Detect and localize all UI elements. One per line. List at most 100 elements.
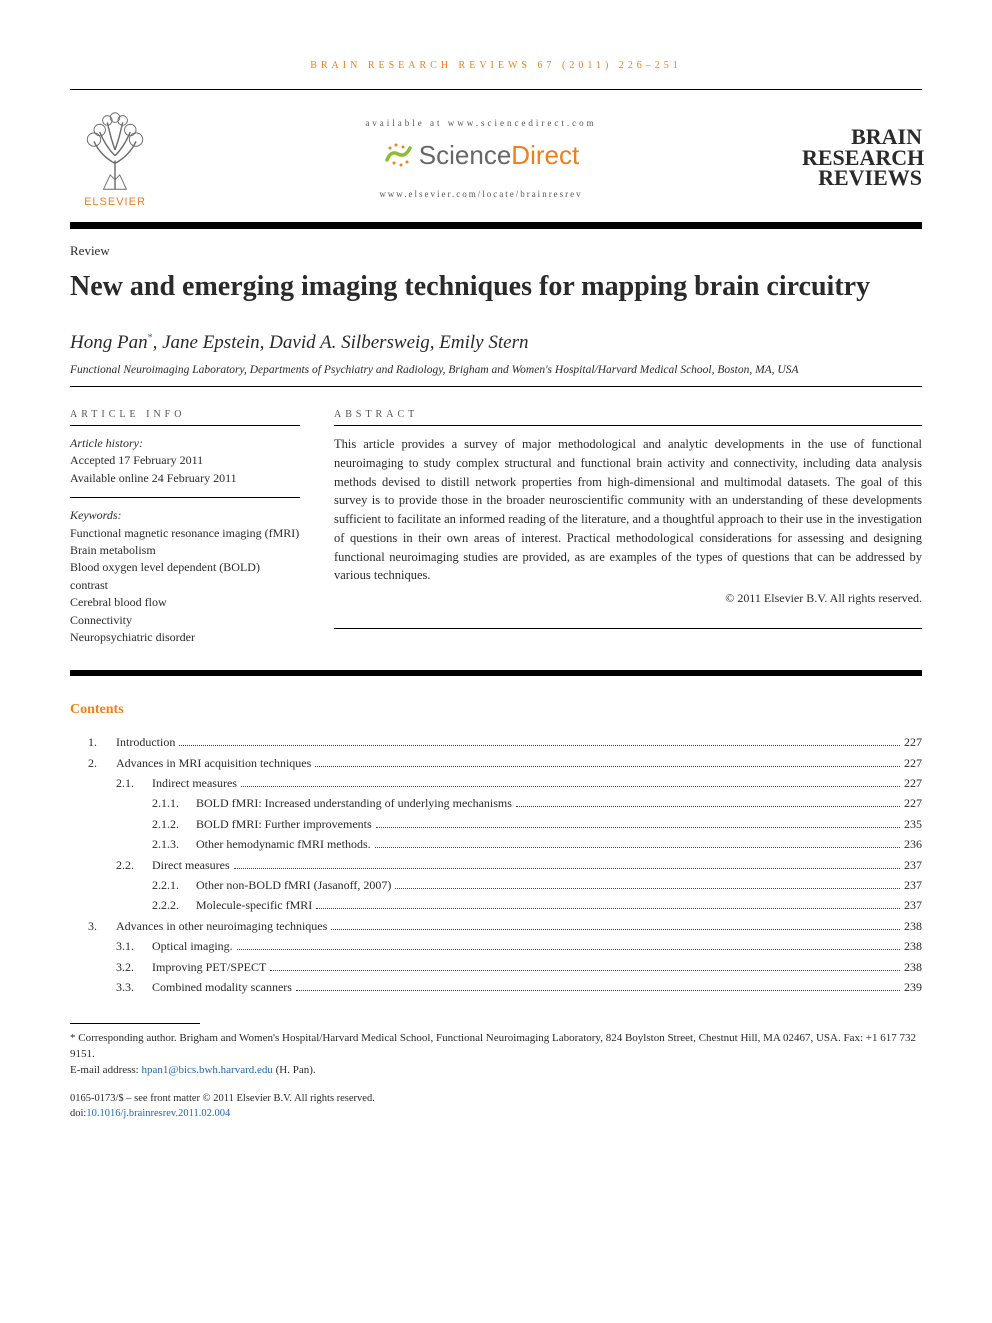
elsevier-tree-icon [76, 108, 154, 194]
bottom-matter: 0165-0173/$ – see front matter © 2011 El… [70, 1091, 922, 1121]
toc-page: 227 [904, 732, 922, 752]
info-rule-2 [70, 497, 300, 498]
toc-page: 227 [904, 793, 922, 813]
journal-url: www.elsevier.com/locate/brainresrev [160, 189, 802, 199]
toc-leader-dots [241, 786, 900, 787]
toc-entry: 1.Introduction 227 [70, 732, 922, 752]
toc-number: 2.1. [116, 773, 152, 793]
history-header: Article history: [70, 435, 300, 452]
email-link[interactable]: hpan1@bics.bwh.harvard.edu [141, 1064, 272, 1076]
sciencedirect-wordmark: ScienceDirect [419, 140, 579, 171]
issn-line: 0165-0173/$ – see front matter © 2011 El… [70, 1091, 922, 1106]
toc-page: 235 [904, 814, 922, 834]
article-title: New and emerging imaging techniques for … [70, 269, 922, 304]
toc-leader-dots [395, 888, 900, 889]
abstract-label: ABSTRACT [334, 409, 922, 420]
toc-number: 2.1.2. [152, 814, 196, 834]
toc-page: 237 [904, 895, 922, 915]
corresponding-marker: * [148, 333, 153, 344]
article-info-column: ARTICLE INFO Article history: Accepted 1… [70, 409, 300, 656]
toc-leader-dots [375, 847, 900, 848]
abstract-bottom-rule [334, 628, 922, 629]
thick-rule-2 [70, 670, 922, 676]
abstract-rule [334, 425, 922, 426]
toc-entry: 2.1.2.BOLD fMRI: Further improvements 235 [70, 814, 922, 834]
toc-label: Other hemodynamic fMRI methods. [196, 834, 371, 854]
toc-label: Direct measures [152, 855, 230, 875]
article-info-label: ARTICLE INFO [70, 409, 300, 420]
toc-page: 227 [904, 753, 922, 773]
corresponding-text: * Corresponding author. Brigham and Wome… [70, 1031, 922, 1063]
affiliation: Functional Neuroimaging Laboratory, Depa… [70, 364, 922, 376]
footnote-rule [70, 1023, 200, 1024]
doi-line: doi:10.1016/j.brainresrev.2011.02.004 [70, 1106, 922, 1121]
toc-entry: 3.3.Combined modality scanners 239 [70, 977, 922, 997]
toc-entry: 2.1.Indirect measures227 [70, 773, 922, 793]
elsevier-label: ELSEVIER [84, 196, 146, 208]
toc-number: 2. [88, 753, 116, 773]
toc-entry: 3.1.Optical imaging. 238 [70, 936, 922, 956]
thick-rule [70, 222, 922, 229]
toc-entry: 2.1.3.Other hemodynamic fMRI methods.236 [70, 834, 922, 854]
toc-label: Advances in MRI acquisition techniques [116, 753, 311, 773]
info-rule-1 [70, 425, 300, 426]
sciencedirect-logo: ScienceDirect [383, 140, 579, 171]
toc-label: Molecule-specific fMRI [196, 895, 312, 915]
toc-page: 239 [904, 977, 922, 997]
abstract-text: This article provides a survey of major … [334, 435, 922, 585]
toc-page: 236 [904, 834, 922, 854]
toc-page: 238 [904, 916, 922, 936]
keyword: Brain metabolism [70, 542, 300, 559]
toc-label: Introduction [116, 732, 175, 752]
toc-leader-dots [376, 827, 900, 828]
toc-leader-dots [331, 929, 900, 930]
toc-entry: 3.2.Improving PET/SPECT238 [70, 957, 922, 977]
keywords-block: Keywords: Functional magnetic resonance … [70, 507, 300, 646]
keyword: Neuropsychiatric disorder [70, 629, 300, 646]
header-center: available at www.sciencedirect.com Scien… [160, 118, 802, 199]
table-of-contents: 1.Introduction2272.Advances in MRI acqui… [70, 732, 922, 997]
toc-entry: 2.2.1.Other non-BOLD fMRI (Jasanoff, 200… [70, 875, 922, 895]
toc-number: 2.2. [116, 855, 152, 875]
toc-label: BOLD fMRI: Further improvements [196, 814, 372, 834]
toc-leader-dots [270, 970, 900, 971]
corresponding-footnote: * Corresponding author. Brigham and Wome… [70, 1031, 922, 1079]
toc-page: 237 [904, 875, 922, 895]
thin-rule-1 [70, 386, 922, 387]
toc-entry: 2.2.2.Molecule-specific fMRI237 [70, 895, 922, 915]
sciencedirect-icon [383, 140, 413, 170]
abstract-column: ABSTRACT This article provides a survey … [334, 409, 922, 656]
header-band: ELSEVIER available at www.sciencedirect.… [70, 94, 922, 218]
toc-entry: 2.Advances in MRI acquisition techniques… [70, 753, 922, 773]
toc-label: Optical imaging. [152, 936, 233, 956]
toc-leader-dots [315, 766, 900, 767]
toc-leader-dots [316, 908, 900, 909]
article-type: Review [70, 243, 922, 259]
toc-number: 1. [88, 732, 116, 752]
toc-label: Combined modality scanners [152, 977, 292, 997]
toc-entry: 2.2.Direct measures237 [70, 855, 922, 875]
top-rule [70, 89, 922, 90]
toc-leader-dots [179, 745, 900, 746]
keywords-header: Keywords: [70, 507, 300, 524]
toc-label: Other non-BOLD fMRI (Jasanoff, 2007) [196, 875, 391, 895]
authors: Hong Pan*, Jane Epstein, David A. Silber… [70, 332, 922, 354]
journal-cover-logo: BRAIN RESEARCH REVIEWS [802, 127, 922, 190]
history-line: Available online 24 February 2011 [70, 470, 300, 487]
toc-number: 2.2.1. [152, 875, 196, 895]
running-head: BRAIN RESEARCH REVIEWS 67 (2011) 226–251 [70, 60, 922, 71]
toc-leader-dots [237, 949, 900, 950]
doi-link[interactable]: 10.1016/j.brainresrev.2011.02.004 [86, 1108, 230, 1119]
toc-number: 3.3. [116, 977, 152, 997]
contents-heading: Contents [70, 702, 922, 718]
toc-leader-dots [296, 990, 900, 991]
toc-number: 3.2. [116, 957, 152, 977]
toc-number: 3.1. [116, 936, 152, 956]
toc-page: 238 [904, 936, 922, 956]
article-history: Article history: Accepted 17 February 20… [70, 435, 300, 487]
keyword: Cerebral blood flow [70, 594, 300, 611]
toc-leader-dots [234, 868, 900, 869]
abstract-copyright: © 2011 Elsevier B.V. All rights reserved… [334, 591, 922, 606]
toc-label: Improving PET/SPECT [152, 957, 266, 977]
toc-number: 2.1.1. [152, 793, 196, 813]
